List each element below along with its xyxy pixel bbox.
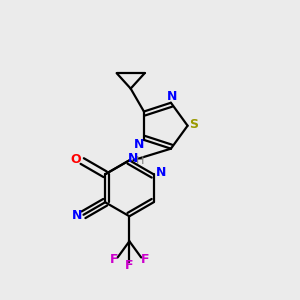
Text: O: O bbox=[70, 153, 81, 166]
Text: F: F bbox=[110, 253, 118, 266]
Text: N: N bbox=[156, 166, 166, 179]
Text: H: H bbox=[136, 156, 145, 166]
Text: N: N bbox=[167, 90, 178, 104]
Text: N: N bbox=[134, 138, 144, 151]
Text: F: F bbox=[125, 259, 134, 272]
Text: N: N bbox=[72, 209, 82, 223]
Text: S: S bbox=[190, 118, 199, 131]
Text: N: N bbox=[128, 152, 138, 165]
Text: F: F bbox=[140, 253, 149, 266]
